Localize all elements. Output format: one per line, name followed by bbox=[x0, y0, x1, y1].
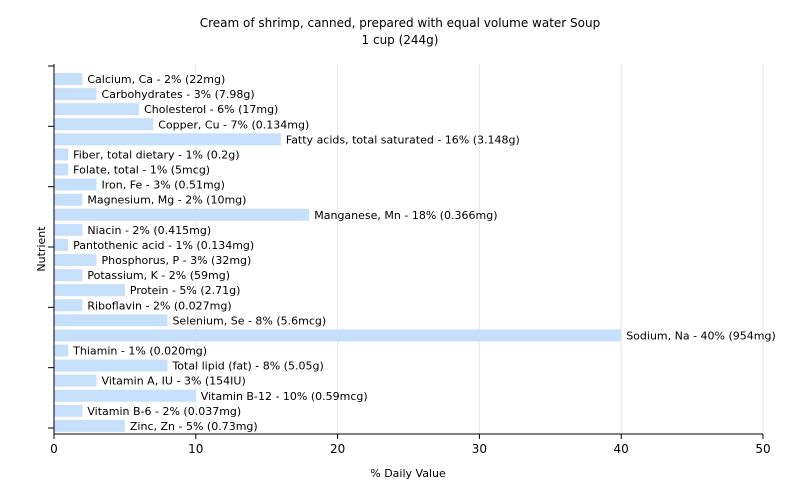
bar bbox=[54, 208, 310, 221]
bar bbox=[54, 269, 83, 282]
x-tick-label: 30 bbox=[472, 442, 487, 456]
bar-label: Iron, Fe - 3% (0.51mg) bbox=[102, 179, 225, 192]
bar-label: Potassium, K - 2% (59mg) bbox=[87, 269, 230, 282]
bar bbox=[54, 238, 69, 251]
bar-label: Carbohydrates - 3% (7.98g) bbox=[102, 88, 255, 101]
bar-label: Riboflavin - 2% (0.027mg) bbox=[87, 299, 231, 312]
bar bbox=[54, 133, 281, 146]
bar-label: Vitamin B-12 - 10% (0.59mcg) bbox=[201, 390, 368, 403]
bars: Calcium, Ca - 2% (22mg) Carbohydrates - 3… bbox=[54, 73, 776, 433]
bar-label: Thiamin - 1% (0.020mg) bbox=[72, 345, 207, 358]
bar-label: Zinc, Zn - 5% (0.73mg) bbox=[130, 420, 258, 433]
bar bbox=[54, 223, 83, 236]
bar bbox=[54, 193, 83, 206]
bar bbox=[54, 374, 97, 387]
x-tick-label: 0 bbox=[50, 442, 58, 456]
x-axis-label: % Daily Value bbox=[370, 467, 446, 480]
bar bbox=[54, 359, 168, 372]
y-axis-label: Nutrient bbox=[35, 226, 48, 272]
bar-label: Fiber, total dietary - 1% (0.2g) bbox=[73, 148, 239, 161]
bar bbox=[54, 329, 622, 342]
bar bbox=[54, 419, 125, 432]
bar bbox=[54, 88, 97, 101]
x-tick-label: 50 bbox=[755, 442, 770, 456]
bar-label: Selenium, Se - 8% (5.6mcg) bbox=[172, 314, 326, 327]
x-tick-label: 20 bbox=[330, 442, 345, 456]
bar-label: Manganese, Mn - 18% (0.366mg) bbox=[314, 209, 497, 222]
chart-title: Cream of shrimp, canned, prepared with e… bbox=[200, 16, 600, 30]
bar-label: Protein - 5% (2.71g) bbox=[130, 284, 241, 297]
bar bbox=[54, 389, 196, 402]
bar-label: Vitamin A, IU - 3% (154IU) bbox=[102, 375, 246, 388]
bar bbox=[54, 163, 69, 176]
axes: 0 10 20 30 40 50 bbox=[48, 64, 771, 456]
chart-subtitle: 1 cup (244g) bbox=[362, 33, 439, 47]
bar-label: Sodium, Na - 40% (954mg) bbox=[626, 329, 776, 342]
bar-label: Pantothenic acid - 1% (0.134mg) bbox=[73, 239, 254, 252]
bar-label: Total lipid (fat) - 8% (5.05g) bbox=[171, 360, 323, 373]
bar bbox=[54, 314, 168, 327]
bar bbox=[54, 254, 97, 266]
bar bbox=[54, 148, 69, 161]
bar-label: Vitamin B-6 - 2% (0.037mg) bbox=[87, 405, 241, 418]
bar-label: Copper, Cu - 7% (0.134mg) bbox=[158, 118, 309, 131]
bar-label: Fatty acids, total saturated - 16% (3.14… bbox=[286, 133, 520, 146]
bar bbox=[54, 103, 140, 116]
bar-label: Folate, total - 1% (5mcg) bbox=[73, 164, 210, 177]
bar bbox=[54, 284, 125, 297]
x-tick-label: 10 bbox=[188, 442, 203, 456]
grid bbox=[195, 64, 764, 434]
bar bbox=[54, 344, 69, 357]
bar-label: Magnesium, Mg - 2% (10mg) bbox=[87, 194, 246, 207]
bar bbox=[54, 73, 83, 85]
bar-label: Calcium, Ca - 2% (22mg) bbox=[87, 73, 225, 86]
bar bbox=[54, 299, 83, 312]
bar-label: Niacin - 2% (0.415mg) bbox=[87, 224, 211, 237]
bar bbox=[54, 404, 83, 417]
bar bbox=[54, 118, 154, 131]
bar-label: Phosphorus, P - 3% (32mg) bbox=[102, 254, 252, 267]
bar bbox=[54, 178, 97, 191]
bar-label: Cholesterol - 6% (17mg) bbox=[144, 103, 278, 116]
x-tick-label: 40 bbox=[614, 442, 629, 456]
